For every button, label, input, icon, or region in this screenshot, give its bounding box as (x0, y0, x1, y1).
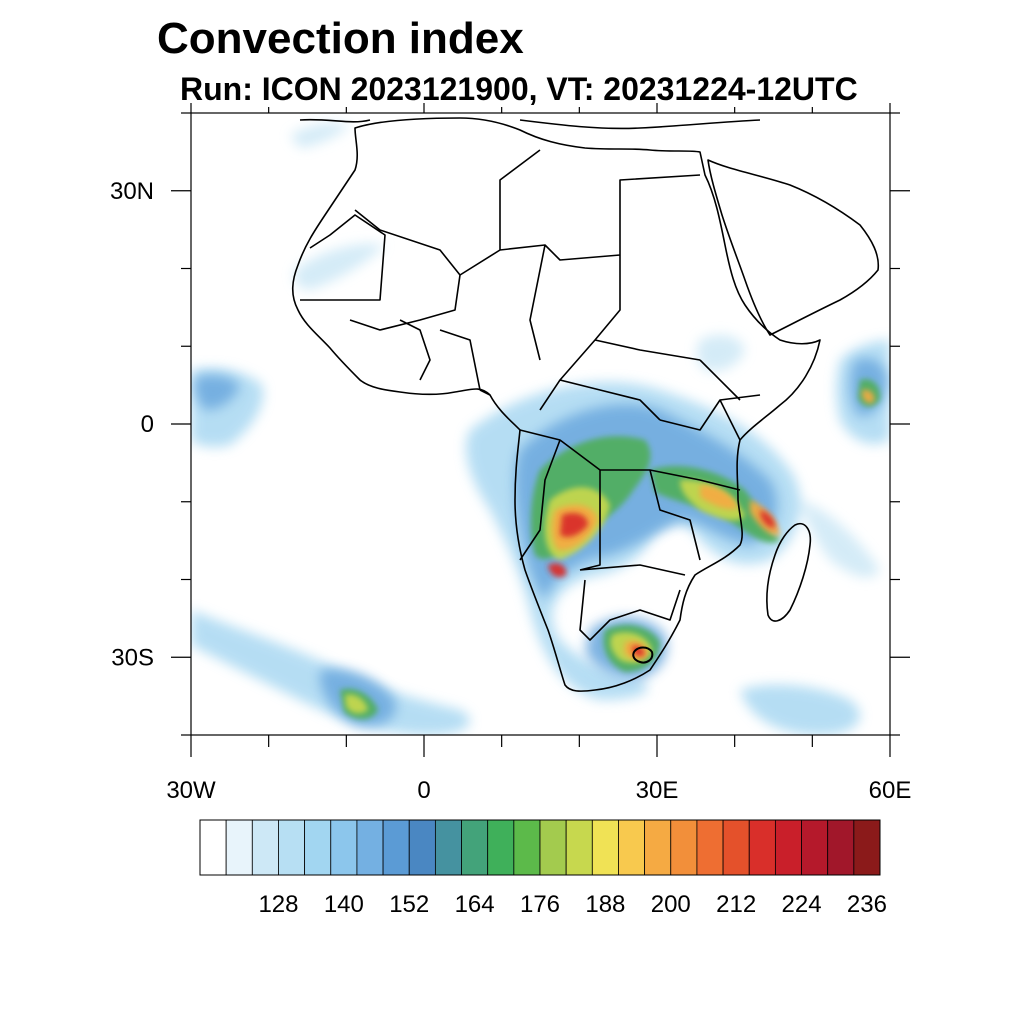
africa-coastline (291, 117, 821, 692)
convection-area (696, 334, 745, 372)
convection-peak-contour (632, 646, 654, 664)
colorbar-label: 176 (520, 891, 560, 918)
lon-tick-label: 30E (636, 777, 679, 804)
colorbar-swatch (408, 819, 436, 876)
border (349, 149, 761, 641)
colorbar-swatch (801, 819, 829, 876)
colorbar-swatch (225, 819, 253, 876)
madagascar-coastline (766, 523, 812, 622)
colorbar-label: 140 (324, 891, 364, 918)
colorbar-swatch (565, 819, 593, 876)
colorbar-swatch (827, 819, 855, 876)
convection-area (800, 500, 880, 578)
lon-tick-label: 0 (417, 777, 430, 804)
convection-area (294, 243, 385, 290)
colorbar-label: 200 (651, 891, 691, 918)
lon-tick-label: 60E (869, 777, 912, 804)
europe-coast (299, 118, 761, 130)
colorbar-swatch (199, 819, 227, 876)
lat-tick-label: 0 (141, 411, 154, 438)
convection-area (740, 684, 860, 735)
colorbar-label: 236 (847, 891, 887, 918)
colorbar-swatch (330, 819, 358, 876)
colorbar-frame (199, 819, 881, 876)
colorbar-swatch (539, 819, 567, 876)
colorbar-label: 212 (716, 891, 756, 918)
lon-tick-label: 30W (166, 777, 216, 804)
colorbar-swatch (513, 819, 541, 876)
coastlines (291, 117, 880, 692)
convection-area (194, 374, 240, 410)
lat-tick-label: 30N (110, 178, 154, 205)
colorbar-swatch (356, 819, 384, 876)
convection-area (290, 123, 350, 148)
colorbar-swatch (382, 819, 410, 876)
colorbar-label: 128 (258, 891, 298, 918)
colorbar-swatch (644, 819, 672, 876)
map-ticks: 30W 0 30E 60E 30N 0 30S (110, 103, 911, 804)
arabia-coastline (707, 159, 880, 336)
colorbar-swatch (618, 819, 646, 876)
convection-area (700, 485, 738, 510)
run-subtitle: Run: ICON 2023121900, VT: 20231224-12UTC (180, 71, 858, 107)
convection-area (560, 513, 588, 537)
page-title: Convection index (157, 14, 524, 63)
lat-tick-label: 30S (111, 644, 154, 671)
convection-area (345, 694, 368, 714)
convection-area (760, 510, 776, 528)
colorbar-swatch (722, 819, 750, 876)
colorbar-swatch (251, 819, 279, 876)
colorbar-swatch (434, 819, 462, 876)
colorbar-swatch (696, 819, 724, 876)
convection-layer (191, 123, 890, 735)
colorbar-swatch (591, 819, 619, 876)
colorbar-swatch (487, 819, 515, 876)
colorbar-swatch (278, 819, 306, 876)
colorbar-swatch (670, 819, 698, 876)
colorbar-swatch (853, 819, 881, 876)
colorbar-label: 224 (782, 891, 822, 918)
colorbar-swatch (774, 819, 802, 876)
border (300, 214, 491, 396)
colorbar-label: 152 (389, 891, 429, 918)
colorbar: 128 140 152 164 176 188 200 212 224 236 (199, 819, 887, 918)
convection-area (861, 389, 875, 404)
colorbar-label: 164 (455, 891, 495, 918)
colorbar-swatch (748, 819, 776, 876)
convection-area (548, 563, 567, 578)
colorbar-swatch (304, 819, 332, 876)
colorbar-label: 188 (585, 891, 625, 918)
colorbar-swatch (461, 819, 489, 876)
